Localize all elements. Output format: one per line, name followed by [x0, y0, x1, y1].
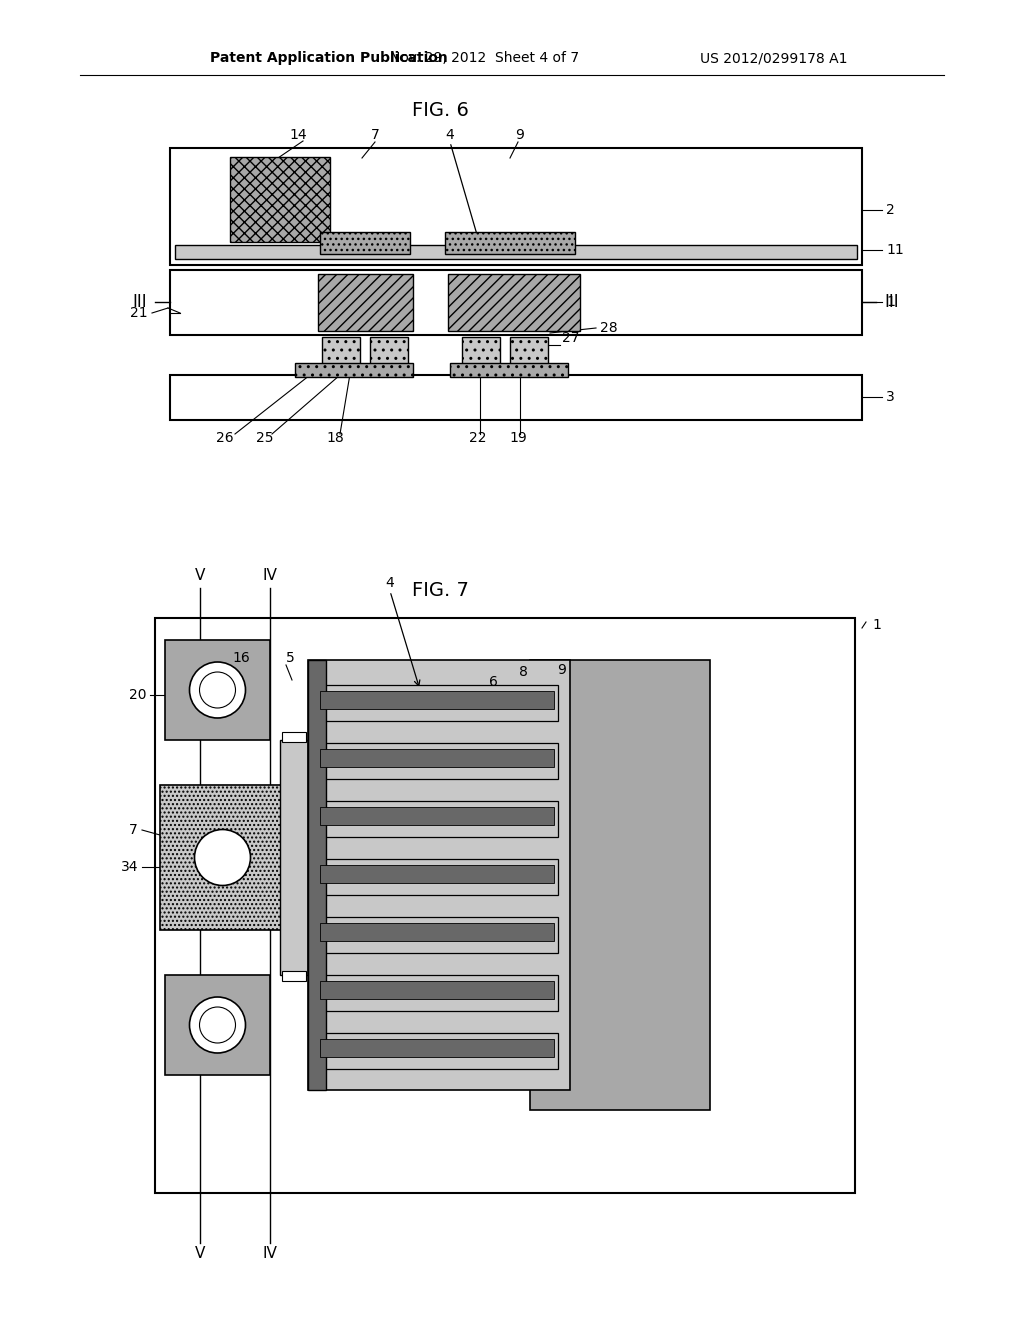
Bar: [295, 363, 413, 378]
Text: 16: 16: [232, 651, 250, 665]
Bar: [316, 1034, 558, 1069]
Bar: [318, 275, 413, 331]
Text: 1: 1: [886, 294, 895, 309]
Bar: [316, 801, 558, 837]
Bar: [319, 807, 554, 825]
Bar: [280, 741, 308, 975]
Text: 6: 6: [488, 675, 498, 689]
Text: IV: IV: [262, 1246, 278, 1261]
Text: 18: 18: [326, 432, 344, 445]
Bar: [282, 972, 306, 981]
Text: 1: 1: [872, 618, 881, 632]
Bar: [170, 375, 862, 420]
Text: 21: 21: [130, 306, 148, 319]
Bar: [308, 660, 570, 1090]
Text: IV: IV: [262, 569, 278, 583]
Bar: [510, 337, 548, 372]
Bar: [170, 148, 862, 265]
Text: 8: 8: [518, 665, 527, 678]
Text: 26: 26: [216, 432, 233, 445]
Bar: [319, 981, 554, 999]
Bar: [230, 157, 330, 242]
Bar: [319, 923, 554, 941]
Bar: [370, 337, 408, 372]
Text: 25: 25: [256, 432, 273, 445]
Bar: [462, 337, 500, 372]
Circle shape: [189, 997, 246, 1053]
Text: 4: 4: [445, 128, 455, 143]
Text: 20: 20: [129, 688, 147, 702]
Bar: [449, 275, 580, 331]
Bar: [316, 917, 558, 953]
Text: FIG. 7: FIG. 7: [412, 581, 468, 599]
Text: 7: 7: [129, 822, 138, 837]
Text: 2: 2: [886, 203, 895, 216]
Bar: [308, 660, 326, 1090]
Text: 9: 9: [557, 663, 566, 677]
Bar: [319, 1039, 554, 1057]
Bar: [316, 685, 558, 721]
Circle shape: [189, 663, 246, 718]
Bar: [319, 865, 554, 883]
Bar: [322, 337, 360, 372]
Bar: [175, 246, 857, 259]
Text: 4: 4: [386, 576, 394, 590]
Bar: [319, 232, 410, 253]
Bar: [170, 271, 862, 335]
Text: III: III: [133, 293, 147, 312]
Bar: [165, 975, 270, 1074]
Text: V: V: [195, 569, 205, 583]
Bar: [450, 363, 568, 378]
Text: US 2012/0299178 A1: US 2012/0299178 A1: [700, 51, 848, 65]
Bar: [165, 640, 270, 741]
Text: FIG. 6: FIG. 6: [412, 100, 468, 120]
Bar: [282, 733, 306, 742]
Text: 22: 22: [469, 432, 486, 445]
Text: 7: 7: [371, 128, 379, 143]
Text: 28: 28: [600, 321, 617, 335]
Bar: [319, 690, 554, 709]
Text: 14: 14: [289, 128, 307, 143]
Bar: [316, 859, 558, 895]
Text: Patent Application Publication: Patent Application Publication: [210, 51, 447, 65]
Text: 27: 27: [562, 331, 580, 345]
Text: 9: 9: [515, 128, 524, 143]
Text: Nov. 29, 2012  Sheet 4 of 7: Nov. 29, 2012 Sheet 4 of 7: [390, 51, 580, 65]
Text: 10: 10: [436, 693, 454, 708]
Bar: [316, 743, 558, 779]
Circle shape: [195, 829, 251, 886]
Bar: [160, 785, 285, 931]
Text: 3: 3: [886, 389, 895, 404]
Text: 34: 34: [121, 861, 138, 874]
Text: 11: 11: [886, 243, 904, 257]
Text: V: V: [195, 1246, 205, 1261]
Bar: [530, 660, 710, 1110]
Text: 5: 5: [286, 651, 294, 665]
Bar: [155, 618, 855, 1193]
Text: III: III: [885, 293, 899, 312]
Bar: [319, 748, 554, 767]
Bar: [445, 232, 575, 253]
Text: 19: 19: [509, 432, 527, 445]
Bar: [316, 975, 558, 1011]
